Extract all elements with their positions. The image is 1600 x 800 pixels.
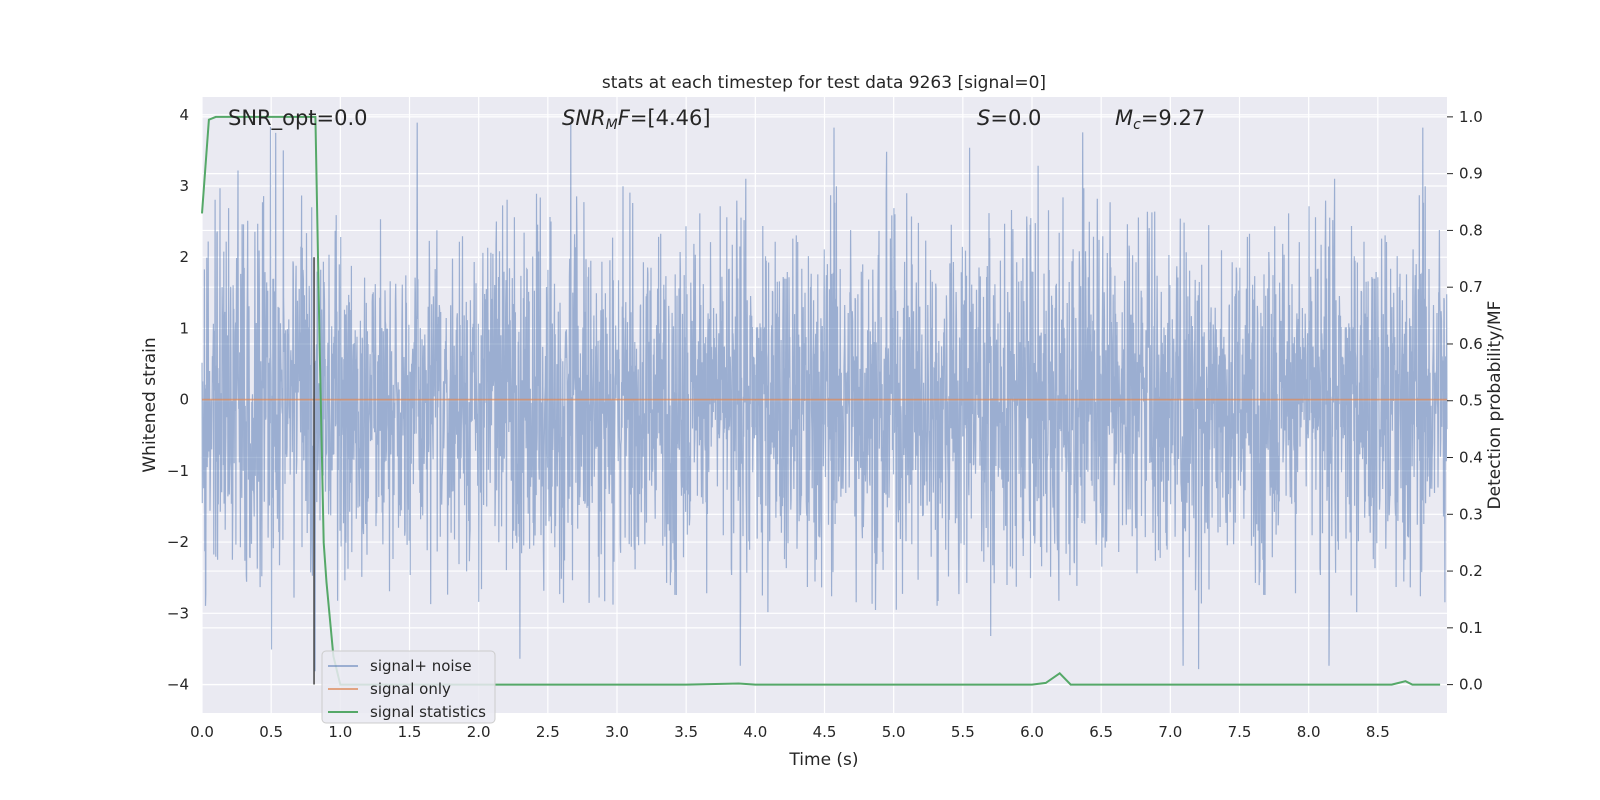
x-tick-label: 6.0 <box>1020 723 1044 741</box>
y-right-tick-label: 0.0 <box>1459 676 1483 694</box>
y-left-tick-label: 1 <box>179 319 189 337</box>
x-tick-label: 2.5 <box>536 723 560 741</box>
x-tick-label: 3.5 <box>674 723 698 741</box>
y-right-tick-label: 0.9 <box>1459 165 1483 183</box>
series-lines <box>201 115 1447 686</box>
y-left-tick-label: −4 <box>167 676 189 694</box>
chart-title: stats at each timestep for test data 926… <box>602 73 1046 93</box>
legend-label: signal+ noise <box>370 657 472 675</box>
y-left-axis-ticks: 4 3 2 1 0 −1 −2 −3 −4 <box>167 106 189 694</box>
x-tick-label: 2.0 <box>467 723 491 741</box>
y-right-tick-label: 1.0 <box>1459 108 1483 126</box>
x-tick-label: 6.5 <box>1089 723 1113 741</box>
y-left-tick-label: −1 <box>167 462 189 480</box>
x-tick-label: 1.0 <box>328 723 352 741</box>
annotation-2: S=0.0 <box>977 106 1041 130</box>
y-right-tick-label: 0.4 <box>1459 449 1483 467</box>
x-tick-label: 0.5 <box>259 723 283 741</box>
x-axis-ticks: 0.0 0.5 1.0 1.5 2.0 2.5 3.0 3.5 4.0 4.5 5.0 5.5 6.0 6… <box>190 723 1390 741</box>
y-right-tick-label: 0.6 <box>1459 335 1483 353</box>
legend-box <box>321 650 496 724</box>
x-tick-label: 5.0 <box>882 723 906 741</box>
x-tick-label: 8.0 <box>1297 723 1321 741</box>
annotations: SNR_opt=0.0 SNRMF=[4.46] S=0.0 Mc=9.27 <box>228 106 1205 133</box>
y-right-tick-label: 0.8 <box>1459 221 1483 239</box>
y-left-tick-label: 0 <box>179 391 189 409</box>
x-tick-label: 7.0 <box>1158 723 1182 741</box>
x-tick-label: 7.5 <box>1228 723 1252 741</box>
y-left-axis-label: Whitened strain <box>140 337 160 472</box>
y-left-tick-label: 4 <box>179 106 189 124</box>
x-axis-label: Time (s) <box>788 750 858 770</box>
y-left-tick-label: 3 <box>179 177 189 195</box>
series-signal-noise <box>201 122 1448 672</box>
x-tick-label: 4.0 <box>743 723 767 741</box>
annotation-1: SNRMF=[4.46] <box>562 106 711 133</box>
y-left-tick-label: 2 <box>179 248 189 266</box>
y-right-tick-label: 0.5 <box>1459 392 1483 410</box>
x-tick-label: 0.0 <box>190 723 214 741</box>
annotation-3: Mc=9.27 <box>1115 106 1205 133</box>
y-right-tick-label: 0.3 <box>1459 505 1483 523</box>
x-tick-label: 8.5 <box>1366 723 1390 741</box>
y-right-axis-ticks: 1.0 0.9 0.8 0.7 0.6 0.5 0.4 0.3 0.2 0.1 0.0 <box>1447 108 1483 694</box>
legend: signal+ noise signal only signal statistic… <box>321 650 496 724</box>
y-right-tick-label: 0.2 <box>1459 562 1483 580</box>
annotation-0: SNR_opt=0.0 <box>228 106 368 131</box>
legend-label: signal statistics <box>370 703 486 721</box>
x-tick-label: 3.0 <box>605 723 629 741</box>
x-tick-label: 5.5 <box>951 723 975 741</box>
noise-trace <box>201 122 1448 672</box>
y-right-tick-label: 0.1 <box>1459 619 1483 637</box>
x-tick-label: 4.5 <box>813 723 837 741</box>
x-tick-label: 1.5 <box>398 723 422 741</box>
legend-label: signal only <box>370 680 451 698</box>
y-left-tick-label: −2 <box>167 533 189 551</box>
signal-statistics-line <box>201 115 1441 686</box>
y-left-tick-label: −3 <box>167 604 189 622</box>
y-right-tick-label: 0.7 <box>1459 278 1483 296</box>
y-right-axis-label: Detection probability/MF <box>1485 301 1505 510</box>
